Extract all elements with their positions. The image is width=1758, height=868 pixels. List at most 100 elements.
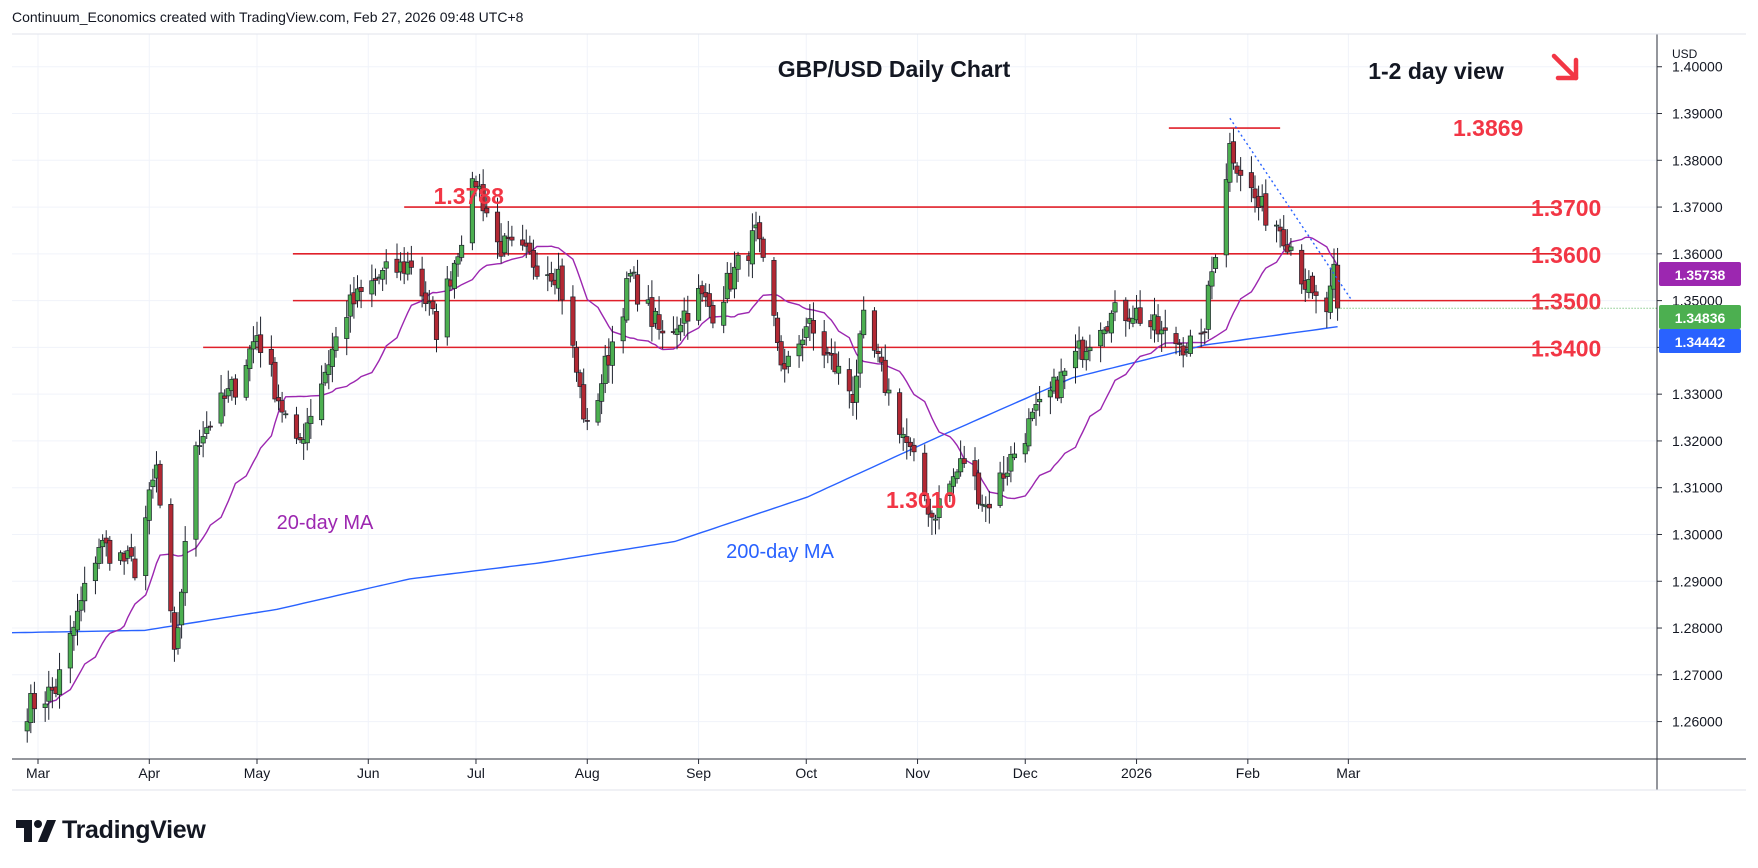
- grid-lines: [12, 34, 1657, 759]
- candle: [100, 539, 106, 548]
- candle: [1011, 453, 1018, 459]
- ma20-path: [44, 236, 1339, 708]
- candle: [1072, 350, 1079, 369]
- candle: [96, 547, 102, 564]
- candle: [846, 369, 852, 392]
- x-tick-label: 2026: [1121, 765, 1152, 781]
- candle: [879, 356, 885, 363]
- candle: [380, 270, 386, 280]
- y-tick-label: 1.30000: [1672, 526, 1723, 542]
- candle: [31, 693, 37, 710]
- tradingview-logo-icon: [16, 819, 56, 842]
- y-tick-label: 1.28000: [1672, 620, 1723, 636]
- candle: [584, 420, 590, 422]
- candle: [609, 341, 615, 366]
- x-axis[interactable]: Mar Apr May Jun Jul Aug Sep Oct Nov Dec 2026 Feb Mar: [26, 759, 1361, 781]
- candle: [1209, 271, 1215, 287]
- candle: [821, 331, 827, 356]
- candle: [1327, 285, 1333, 313]
- y-axis[interactable]: 1.26000 1.27000 1.28000 1.29000 1.30000 1.310…: [1657, 59, 1723, 730]
- candle: [92, 562, 98, 582]
- candle: [107, 539, 113, 564]
- candle: [1180, 345, 1186, 356]
- candle: [1281, 229, 1287, 247]
- candle: [624, 278, 630, 321]
- tradingview-logo-text: TradingView: [62, 816, 206, 844]
- price-badge: [1659, 262, 1741, 286]
- candle: [976, 472, 982, 505]
- candle: [1130, 317, 1136, 324]
- candle: [143, 517, 149, 576]
- candle: [548, 273, 554, 282]
- candle: [699, 285, 705, 295]
- annotation-label: 1.3869: [1453, 115, 1523, 141]
- candle: [42, 703, 48, 708]
- candle: [825, 352, 831, 354]
- candle: [444, 278, 450, 338]
- candle: [455, 256, 461, 265]
- candle: [1022, 443, 1028, 455]
- candle: [200, 436, 206, 444]
- candle: [1263, 193, 1269, 226]
- candle: [1026, 418, 1032, 447]
- candle: [247, 348, 253, 369]
- price-badge: [1659, 305, 1741, 329]
- level-label: 1.3700: [1531, 195, 1601, 221]
- annotation-label: 20-day MA: [277, 512, 374, 534]
- candle: [423, 292, 429, 305]
- candle: [760, 238, 766, 258]
- candle: [326, 364, 332, 375]
- candle: [369, 280, 375, 295]
- candle: [1087, 347, 1093, 352]
- candle: [473, 180, 479, 188]
- candle: [1101, 329, 1107, 335]
- candle: [631, 271, 637, 274]
- y-tick-label: 1.35000: [1672, 293, 1723, 309]
- candle: [319, 383, 325, 421]
- candle: [749, 230, 755, 265]
- candle: [678, 324, 684, 333]
- trendline-path: [1229, 117, 1353, 302]
- x-tick-label: Sep: [686, 765, 711, 781]
- y-tick-label: 1.27000: [1672, 667, 1723, 683]
- view-label: 1-2 day view: [1368, 58, 1504, 84]
- candle: [573, 347, 580, 373]
- annotations: 1.3788 1.3869 1.3010 20-day MA 200-day MA: [277, 115, 1524, 563]
- candle: [146, 489, 152, 521]
- candle: [800, 339, 806, 346]
- candle: [150, 479, 156, 488]
- candle: [1205, 284, 1211, 330]
- candle: [322, 371, 328, 384]
- candle: [810, 320, 816, 334]
- y-tick-label: 1.36000: [1672, 246, 1723, 262]
- candle: [731, 266, 738, 290]
- candle: [1008, 453, 1014, 472]
- candle: [218, 392, 224, 424]
- candle: [897, 392, 903, 435]
- candle: [354, 288, 361, 301]
- candle: [972, 460, 978, 477]
- candle: [179, 591, 185, 626]
- candle: [430, 300, 436, 310]
- candle: [904, 436, 910, 444]
- candle: [954, 471, 960, 480]
- candle: [947, 483, 953, 496]
- candle: [433, 311, 440, 340]
- candle: [168, 504, 174, 612]
- candle: [1004, 472, 1010, 477]
- candle: [347, 294, 353, 317]
- candles: [24, 128, 1341, 743]
- tradingview-logo[interactable]: TradingView: [16, 816, 206, 845]
- candle: [911, 444, 917, 453]
- candle: [778, 341, 784, 366]
- candle: [534, 265, 540, 277]
- candle: [304, 422, 310, 444]
- candle: [853, 375, 860, 403]
- y-tick-label: 1.39000: [1672, 106, 1723, 122]
- candle: [958, 458, 964, 473]
- candle: [222, 395, 228, 399]
- candle: [907, 441, 913, 448]
- candle: [660, 330, 666, 334]
- candle: [922, 452, 928, 497]
